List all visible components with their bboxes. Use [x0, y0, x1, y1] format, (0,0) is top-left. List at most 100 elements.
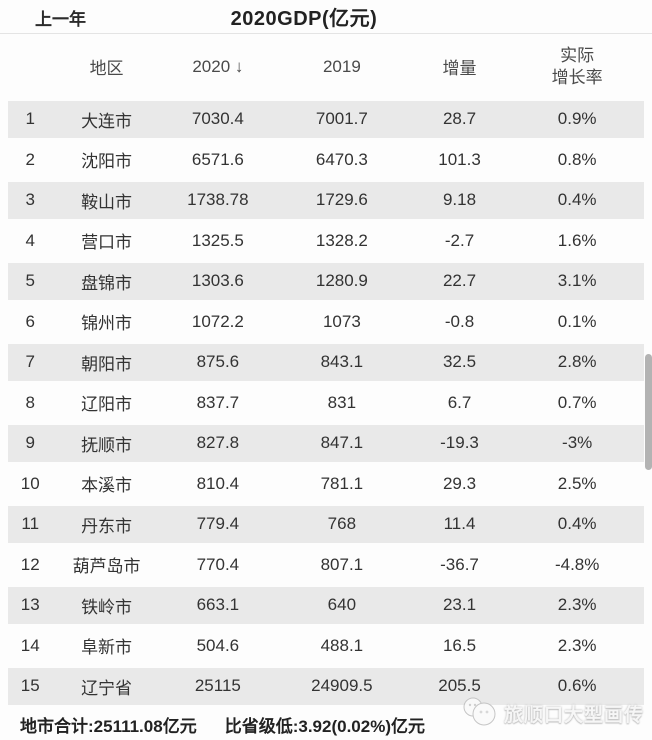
rank-cell: 11: [21, 514, 40, 534]
delta-cell: 16.5: [442, 635, 477, 655]
rank-cell: 12: [20, 554, 40, 574]
delta-cell: 101.3: [438, 149, 481, 169]
table-row: 9 抚顺市 827.8 847.1 -19.3 -3%: [8, 423, 644, 464]
previous-year-link[interactable]: 上一年: [35, 10, 86, 29]
growth-rate-cell: 0.4%: [557, 190, 597, 210]
rank-cell: 1: [25, 109, 35, 129]
growth-rate-cell: 0.6%: [557, 676, 597, 696]
region-cell: 阜新市: [81, 638, 133, 658]
delta-cell: 11.4: [443, 514, 476, 534]
table-row: 5 盘锦市 1303.6 1280.9 22.7 3.1%: [8, 261, 644, 302]
gdp-2020-cell: 827.8: [196, 433, 240, 453]
gdp-2020-cell: 875.6: [196, 352, 240, 372]
gdp-2019-cell: 831: [327, 392, 357, 412]
delta-cell: 6.7: [447, 392, 472, 412]
top-bar: 上一年 2020GDP(亿元): [0, 0, 652, 34]
rank-cell: 9: [25, 433, 35, 453]
rank-cell: 2: [25, 149, 35, 169]
table-row: 12 葫芦岛市 770.4 807.1 -36.7 -4.8%: [8, 545, 644, 586]
gdp-2020-cell: 25115: [194, 676, 241, 696]
table-row: 6 锦州市 1072.2 1073 -0.8 0.1%: [8, 302, 644, 343]
table-row: 15 辽宁省 25115 24909.5 205.5 0.6%: [8, 666, 644, 707]
table-row: 10 本溪市 810.4 781.1 29.3 2.5%: [8, 464, 644, 505]
gdp-2019-cell: 640: [327, 595, 357, 615]
vertical-scrollbar-thumb[interactable]: [645, 354, 652, 470]
delta-cell: 205.5: [438, 676, 481, 696]
header-2020-sort[interactable]: 2020 ↓: [192, 56, 244, 76]
region-cell: 葫芦岛市: [72, 557, 141, 577]
table-row: 13 铁岭市 663.1 640 23.1 2.3%: [8, 585, 644, 626]
table-row: 3 鞍山市 1738.78 1729.6 9.18 0.4%: [8, 180, 644, 221]
region-cell: 本溪市: [81, 476, 133, 496]
region-cell: 辽宁省: [81, 678, 133, 698]
growth-rate-cell: 2.3%: [557, 595, 597, 615]
growth-rate-cell: 2.5%: [557, 473, 597, 493]
rank-cell: 14: [20, 635, 40, 655]
gdp-2019-cell: 1073: [322, 311, 361, 331]
gdp-2019-cell: 1729.6: [315, 190, 368, 210]
region-cell: 丹东市: [81, 516, 133, 536]
rank-cell: 3: [25, 190, 35, 210]
delta-cell: -19.3: [440, 433, 479, 453]
gdp-2019-cell: 781.1: [320, 473, 364, 493]
table-row: 14 阜新市 504.6 488.1 16.5 2.3%: [8, 626, 644, 667]
delta-cell: 29.3: [442, 473, 477, 493]
region-cell: 锦州市: [81, 314, 133, 334]
header-growth-rate: 实际 增长率: [510, 45, 644, 88]
table-row: 2 沈阳市 6571.6 6470.3 101.3 0.8%: [8, 140, 644, 181]
rank-cell: 5: [25, 271, 35, 291]
gdp-2019-cell: 1280.9: [315, 271, 368, 291]
gdp-2019-cell: 1328.2: [315, 230, 368, 250]
region-cell: 辽阳市: [81, 395, 133, 415]
header-growth-rate-line1: 实际: [560, 46, 595, 66]
gdp-2019-cell: 7001.7: [315, 109, 368, 129]
table-row: 8 辽阳市 837.7 831 6.7 0.7%: [8, 383, 644, 424]
gdp-2019-cell: 6470.3: [315, 149, 368, 169]
rank-cell: 13: [20, 595, 40, 615]
delta-cell: 28.7: [442, 109, 477, 129]
region-cell: 铁岭市: [81, 597, 133, 617]
region-cell: 朝阳市: [81, 354, 133, 374]
header-region: 地区: [89, 59, 124, 78]
gdp-2019-cell: 768: [327, 514, 357, 534]
gdp-2020-cell: 7030.4: [191, 109, 244, 129]
gdp-2020-cell: 1072.2: [191, 311, 244, 331]
rank-cell: 6: [25, 311, 35, 331]
region-cell: 鞍山市: [81, 192, 133, 212]
delta-cell: -2.7: [444, 230, 475, 250]
region-cell: 盘锦市: [81, 273, 133, 293]
delta-cell: 23.1: [442, 595, 477, 615]
gdp-2020-cell: 810.4: [196, 473, 240, 493]
rank-cell: 4: [25, 230, 35, 250]
growth-rate-cell: -3%: [562, 433, 593, 453]
region-cell: 沈阳市: [81, 152, 133, 172]
gdp-2019-cell: 488.1: [320, 635, 364, 655]
gdp-2020-cell: 837.7: [196, 392, 240, 412]
region-cell: 大连市: [81, 111, 133, 131]
delta-cell: 32.5: [442, 352, 477, 372]
gdp-2020-cell: 504.6: [196, 635, 240, 655]
table-header-row: 地区 2020 ↓ 2019 增量 实际 增长率: [8, 34, 644, 99]
growth-rate-cell: 1.6%: [557, 230, 597, 250]
growth-rate-cell: -4.8%: [554, 554, 600, 574]
province-diff-label: 比省级低:3.92(0.02%)亿元: [224, 716, 425, 736]
gdp-2019-cell: 843.1: [320, 352, 364, 372]
delta-cell: -36.7: [440, 554, 479, 574]
growth-rate-cell: 2.8%: [557, 352, 597, 372]
region-cell: 营口市: [81, 233, 133, 253]
gdp-2020-cell: 6571.6: [191, 149, 244, 169]
gdp-2020-cell: 779.4: [196, 514, 240, 534]
table-row: 7 朝阳市 875.6 843.1 32.5 2.8%: [8, 342, 644, 383]
table-row: 11 丹东市 779.4 768 11.4 0.4%: [8, 504, 644, 545]
growth-rate-cell: 0.8%: [557, 149, 597, 169]
growth-rate-cell: 0.4%: [557, 514, 597, 534]
table-body: 1 大连市 7030.4 7001.7 28.7 0.9% 2 沈阳市 6571…: [8, 99, 644, 707]
gdp-2020-cell: 1325.5: [191, 230, 244, 250]
page-title: 2020GDP(亿元): [230, 8, 378, 30]
delta-cell: 9.18: [442, 190, 477, 210]
rank-cell: 15: [20, 676, 40, 696]
rank-cell: 10: [20, 473, 40, 493]
gdp-2019-cell: 847.1: [320, 433, 364, 453]
summary-bar: 地市合计:25111.08亿元 比省级低:3.92(0.02%)亿元: [0, 708, 652, 740]
